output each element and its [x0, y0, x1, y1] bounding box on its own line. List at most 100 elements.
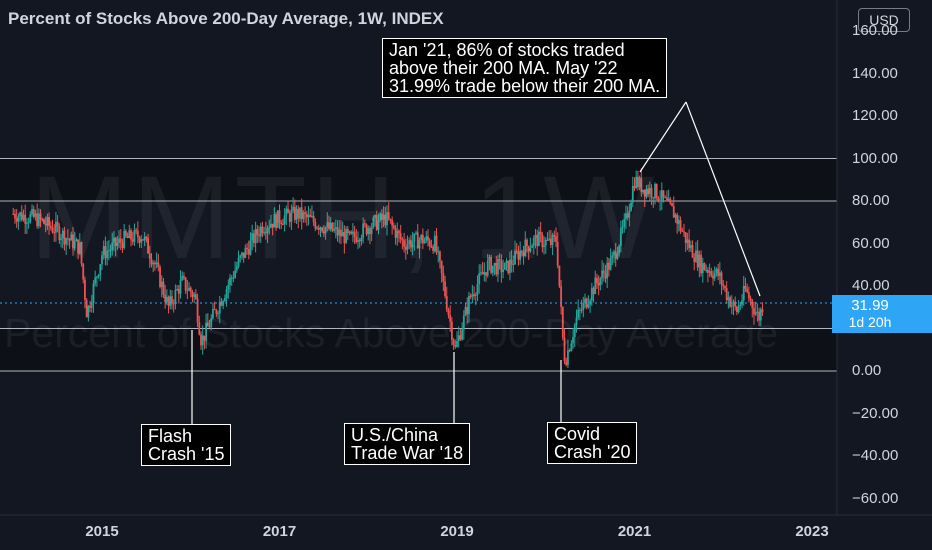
candle-body — [266, 228, 269, 233]
candle-body — [157, 262, 160, 267]
candle-body — [396, 230, 399, 238]
candle-body — [741, 300, 743, 305]
candle-body — [41, 219, 44, 221]
candle-body — [657, 197, 660, 201]
candle-body — [421, 234, 424, 244]
candle-body — [677, 220, 680, 224]
candle-body — [278, 210, 281, 223]
candle-body — [758, 311, 760, 321]
candle-body — [713, 272, 716, 279]
candle-body — [473, 294, 475, 297]
candle-body — [252, 233, 255, 244]
candle-body — [46, 217, 49, 226]
candle-body — [587, 304, 590, 308]
candle-body — [708, 271, 711, 273]
candle-body — [555, 236, 557, 242]
candle-body — [495, 262, 498, 275]
candle-body — [418, 240, 421, 249]
candle-body — [336, 227, 339, 236]
candle-body — [60, 238, 62, 241]
candle-body — [302, 212, 305, 220]
candle-body — [84, 279, 86, 300]
x-tick-label: 2019 — [440, 523, 474, 540]
candle-body — [131, 239, 134, 242]
candle-body — [179, 280, 182, 294]
candle-body — [235, 266, 238, 271]
candle-body — [14, 213, 16, 219]
candle-body — [282, 224, 284, 226]
candle-body — [66, 238, 69, 240]
candle-body — [618, 245, 621, 254]
candle-body — [290, 210, 293, 222]
annotation-covid-crash[interactable]: Covid Crash '20 — [547, 422, 638, 464]
candle-body — [95, 276, 98, 278]
candle-body — [246, 247, 248, 250]
bar-countdown: 1d 20h — [848, 314, 892, 330]
candle-body — [37, 213, 40, 227]
candle-body — [577, 309, 580, 318]
candle-body — [592, 288, 595, 295]
currency-button[interactable]: USD — [858, 8, 910, 32]
candle-body — [584, 298, 586, 303]
candle-body — [191, 292, 194, 297]
candle-body — [539, 231, 542, 235]
candle-body — [623, 218, 626, 227]
candle-body — [65, 238, 68, 245]
candle-body — [387, 212, 390, 219]
candle-body — [481, 272, 484, 275]
candle-body — [273, 214, 276, 228]
candle-body — [416, 232, 419, 249]
candle-body — [561, 306, 564, 338]
candle-body — [225, 289, 228, 299]
y-tick-label: −60.00 — [852, 489, 899, 507]
candle-body — [271, 223, 274, 228]
candle-body — [454, 344, 457, 347]
annotation-flash-crash[interactable]: Flash Crash '15 — [141, 424, 232, 466]
candle-body — [725, 288, 728, 301]
candle-body — [275, 214, 277, 228]
candle-body — [602, 270, 605, 274]
candle-body — [345, 228, 347, 244]
candle-body — [285, 208, 288, 216]
candle-body — [737, 306, 740, 313]
candle-body — [517, 251, 520, 260]
candle-body — [34, 213, 37, 217]
candle-body — [17, 216, 20, 222]
annotation-trade-war[interactable]: U.S./China Trade War '18 — [344, 423, 471, 465]
candle-body — [485, 272, 487, 276]
candle-body — [462, 315, 465, 330]
candle-body — [39, 213, 42, 220]
candle-body — [660, 190, 663, 201]
candle-body — [578, 309, 581, 311]
candle-body — [70, 234, 73, 241]
candle-body — [573, 325, 576, 338]
y-tick-label: 140.00 — [852, 64, 898, 82]
candle-body — [164, 294, 167, 303]
candle-body — [113, 237, 115, 243]
candle-body — [621, 226, 624, 228]
candle-body — [375, 215, 378, 230]
candle-body — [372, 217, 375, 228]
candle-body — [328, 222, 330, 229]
candle-body — [201, 335, 204, 346]
candle-body — [295, 208, 298, 220]
candle-body — [625, 213, 627, 219]
candle-body — [631, 186, 634, 203]
candle-body — [529, 247, 532, 252]
candle-body — [256, 229, 259, 235]
candle-body — [611, 255, 614, 259]
x-tick-label: 2017 — [262, 523, 297, 540]
candle-body — [145, 236, 148, 239]
candle-body — [27, 221, 30, 223]
candle-body — [415, 232, 417, 234]
candle-body — [701, 263, 704, 274]
candle-body — [683, 231, 685, 233]
annotation-jan21[interactable]: Jan '21, 86% of stocks traded above thei… — [382, 38, 668, 98]
last-price-value: 31.99 — [851, 297, 889, 314]
candle-body — [601, 270, 603, 278]
candle-body — [408, 240, 411, 245]
candle-body — [413, 233, 416, 242]
candle-body — [210, 318, 213, 328]
candle-body — [406, 244, 409, 250]
candle-body — [655, 183, 658, 198]
